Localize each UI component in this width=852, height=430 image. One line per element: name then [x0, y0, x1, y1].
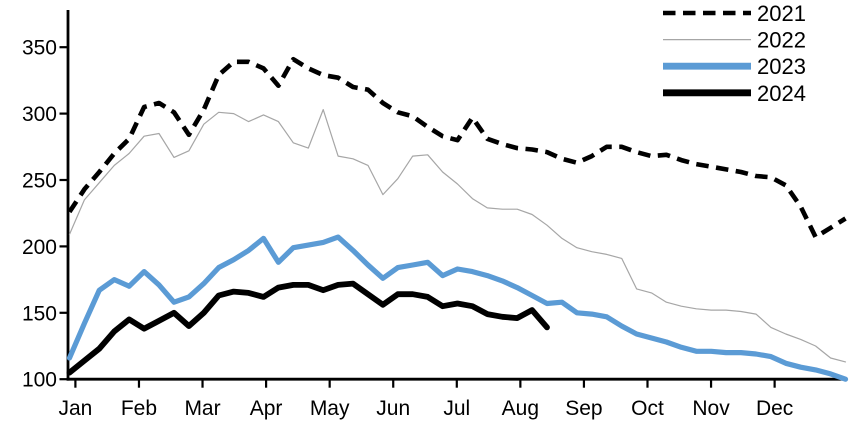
legend-item-2024: 2024 [663, 81, 806, 106]
series-line-2021 [67, 56, 847, 240]
legend-label-2021: 2021 [757, 1, 806, 26]
x-tick-label-sep: Sep [565, 397, 602, 420]
series-line-2024 [66, 280, 550, 376]
x-tick-label-jun: Jun [376, 397, 410, 420]
series-line-2022 [68, 109, 847, 363]
y-tick-label-200: 200 [22, 236, 57, 259]
x-tick-label-jul: Jul [443, 397, 470, 420]
axes-group: 100 150 200 250 300 350 Jan Feb Mar Apr May Jun Jul A… [22, 10, 846, 420]
y-tick-label-350: 350 [22, 37, 57, 60]
x-tick-label-aug: Aug [502, 397, 539, 420]
x-tick-label-feb: Feb [121, 397, 157, 420]
x-tick-label-may: May [310, 397, 350, 420]
x-tick-label-nov: Nov [692, 397, 730, 420]
y-tick-label-250: 250 [22, 170, 57, 193]
legend-item-2023: 2023 [663, 54, 806, 79]
x-tick-label-dec: Dec [756, 397, 793, 420]
y-tick-label-100: 100 [22, 369, 57, 392]
legend-item-2022: 2022 [663, 28, 806, 53]
legend-label-2023: 2023 [757, 54, 806, 79]
series-group [66, 56, 849, 382]
x-tick-label-apr: Apr [250, 397, 283, 420]
legend-label-2022: 2022 [757, 28, 806, 53]
y-tick-label-150: 150 [22, 302, 57, 325]
series-line-2023 [66, 234, 849, 382]
legend-label-2024: 2024 [757, 81, 806, 106]
legend-item-2021: 2021 [663, 1, 806, 26]
x-tick-label-mar: Mar [184, 397, 220, 420]
x-tick-label-oct: Oct [631, 397, 664, 420]
x-tick-label-jan: Jan [58, 397, 92, 420]
y-tick-label-300: 300 [22, 103, 57, 126]
